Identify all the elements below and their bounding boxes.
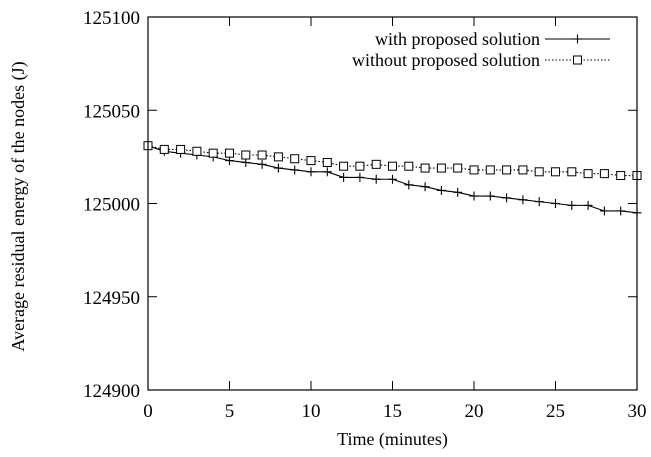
data-point: [599, 206, 609, 216]
data-point: [388, 161, 397, 171]
y-axis-label: Average residual energy of the nodes (J): [8, 61, 29, 351]
data-point: [208, 148, 218, 158]
legend-label-without-solution: without proposed solution: [352, 50, 540, 70]
x-tick-label: 5: [225, 401, 235, 422]
series-layer: [143, 141, 642, 218]
legend-marker: [573, 34, 582, 44]
data-point: [453, 163, 463, 173]
data-point: [485, 165, 495, 175]
data-point: [436, 185, 446, 195]
data-point: [518, 165, 528, 175]
data-point: [306, 156, 316, 166]
data-point: [404, 180, 414, 190]
data-point: [567, 200, 577, 210]
data-point: [290, 165, 300, 175]
legend-marker: [573, 55, 582, 65]
data-point: [176, 144, 186, 154]
x-tick-label: 0: [143, 401, 153, 422]
data-point: [453, 187, 463, 197]
data-point: [306, 167, 316, 177]
data-point: [599, 169, 609, 179]
data-point: [502, 193, 512, 203]
data-point: [355, 172, 365, 182]
x-tick-label: 10: [302, 401, 321, 422]
legend-sample-without-solution: [545, 55, 610, 65]
data-point: [241, 150, 251, 160]
data-point: [567, 167, 577, 177]
plot-frame: [147, 16, 638, 391]
data-point: [339, 172, 349, 182]
data-point: [485, 191, 495, 201]
x-tick-label: 30: [628, 401, 647, 422]
data-point: [469, 165, 479, 175]
data-point: [290, 154, 300, 164]
data-point: [388, 174, 397, 184]
data-point: [534, 197, 544, 207]
y-tick-label: 124900: [83, 381, 140, 402]
x-axis-label: Time (minutes): [337, 429, 448, 450]
data-point: [257, 150, 267, 160]
data-point: [371, 159, 381, 169]
data-point: [616, 206, 626, 216]
data-point: [436, 163, 446, 173]
data-point: [534, 167, 544, 177]
legend: with proposed solution without proposed …: [352, 29, 610, 70]
y-tick-label: 125100: [83, 8, 140, 29]
data-point: [225, 148, 234, 158]
x-tick-label: 25: [546, 401, 565, 422]
series-line: [147, 145, 637, 177]
data-point: [518, 195, 528, 205]
series-0: [143, 141, 642, 218]
data-point: [404, 161, 414, 171]
x-tick-label: 15: [383, 401, 402, 422]
data-point: [192, 146, 202, 156]
legend-sample-with-solution: [545, 34, 610, 44]
data-point: [583, 200, 593, 210]
x-tick-label: 20: [465, 401, 484, 422]
y-tick-label: 125050: [83, 101, 140, 122]
data-point: [322, 157, 332, 167]
tick-layer: 0 5 10 15 20 25 30 124900 124950 125000 125050 1251…: [83, 8, 647, 422]
data-point: [355, 161, 365, 171]
data-point: [469, 191, 479, 201]
y-tick-label: 125000: [83, 195, 140, 216]
y-tick-label: 124950: [83, 288, 140, 309]
data-point: [257, 159, 267, 169]
data-point: [273, 152, 283, 162]
legend-label-with-solution: with proposed solution: [375, 29, 540, 49]
data-point: [551, 199, 560, 208]
data-point: [420, 163, 430, 173]
data-point: [339, 161, 349, 171]
data-point: [159, 144, 169, 154]
data-point: [420, 182, 430, 192]
data-point: [502, 165, 512, 175]
data-point: [551, 167, 560, 177]
data-point: [322, 167, 332, 177]
data-point: [583, 169, 593, 179]
data-point: [616, 171, 626, 181]
data-point: [371, 174, 381, 184]
data-point: [273, 163, 283, 173]
series-1: [143, 141, 642, 181]
